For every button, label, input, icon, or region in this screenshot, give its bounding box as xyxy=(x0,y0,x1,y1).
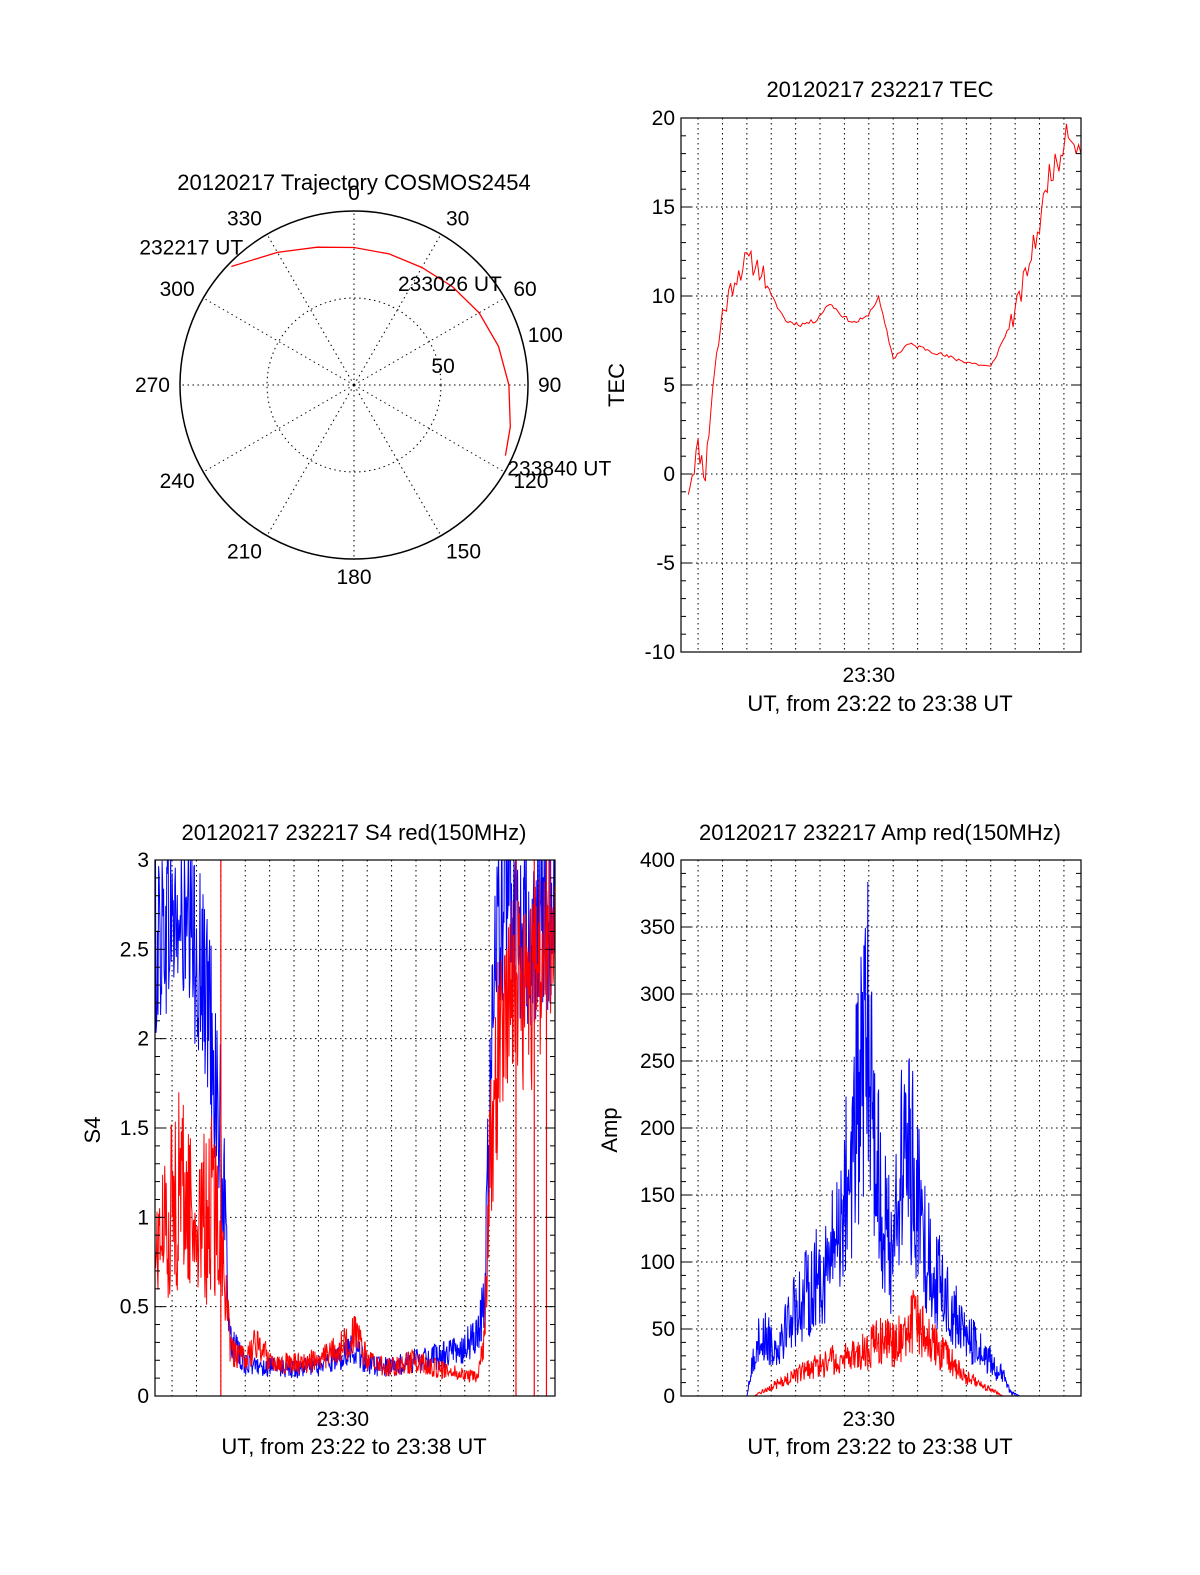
s4-series-line xyxy=(155,860,555,1383)
s4-xlabel: UT, from 23:22 to 23:38 UT xyxy=(221,1434,486,1459)
amp-ytick-label: 400 xyxy=(640,849,675,872)
polar-angle-label: 300 xyxy=(160,278,195,301)
tec-ytick-label: 0 xyxy=(663,463,675,486)
polar-angle-label: 240 xyxy=(160,470,195,493)
amp-ytick-label: 100 xyxy=(640,1251,675,1274)
tec-ytick-label: -5 xyxy=(656,552,675,575)
polar-grid xyxy=(179,210,529,560)
amp-grid xyxy=(681,859,1081,1397)
polar-angle-label: 30 xyxy=(446,208,469,231)
polar-angle-label: 210 xyxy=(227,540,262,563)
polar-annotation: 233026 UT xyxy=(398,273,502,296)
polar-angle-label: 120 xyxy=(513,470,548,493)
tec-ytick-label: 15 xyxy=(652,196,675,219)
polar-angle-label: 330 xyxy=(227,208,262,231)
tec-y-ticks: -10 -5 0 5 10 15 20 xyxy=(645,107,1081,664)
polar-angle-label: 270 xyxy=(135,374,170,397)
polar-annotation: 232217 UT xyxy=(139,237,243,260)
s4-ytick-label: 0 xyxy=(137,1385,149,1408)
polar-radius-label: 50 xyxy=(431,355,454,378)
tec-panel: 20120217 232217 TEC TEC UT, from 23:22 t… xyxy=(604,77,1082,716)
s4-ytick-label: 0.5 xyxy=(120,1296,149,1319)
polar-radius-labels: 50 100 xyxy=(431,324,562,378)
amp-ytick-label: 350 xyxy=(640,916,675,939)
s4-series-line xyxy=(155,860,555,1379)
s4-ytick-label: 1.5 xyxy=(120,1117,149,1140)
polar-angle-label: 0 xyxy=(348,182,360,205)
tec-ytick-label: 10 xyxy=(652,285,675,308)
amp-xlabel: UT, from 23:22 to 23:38 UT xyxy=(747,1434,1012,1459)
amp-panel: 20120217 232217 Amp red(150MHz) Amp UT, … xyxy=(597,820,1082,1459)
amp-ytick-label: 250 xyxy=(640,1050,675,1073)
amp-series-line xyxy=(681,881,1081,1396)
polar-angle-label: 90 xyxy=(538,374,561,397)
tec-series-line xyxy=(687,123,1081,495)
polar-annotation: 233840 UT xyxy=(507,458,611,481)
s4-ytick-label: 2.5 xyxy=(120,938,149,961)
amp-ytick-label: 200 xyxy=(640,1117,675,1140)
amp-title: 20120217 232217 Amp red(150MHz) xyxy=(699,820,1061,845)
polar-spoke xyxy=(353,384,442,536)
polar-spoke xyxy=(353,234,442,386)
tec-ytick-label: 5 xyxy=(663,374,675,397)
polar-outer-ring xyxy=(179,210,529,560)
polar-spoke xyxy=(203,297,355,386)
polar-annotations: 232217 UT 233026 UT 233840 UT xyxy=(139,237,611,481)
s4-ylabel: S4 xyxy=(80,1117,105,1144)
amp-ytick-label: 0 xyxy=(663,1385,675,1408)
tec-series-group xyxy=(687,123,1081,495)
amp-series-group xyxy=(681,881,1081,1396)
tec-ytick-label: 20 xyxy=(652,107,675,130)
s4-xtick-label: 23:30 xyxy=(317,1408,370,1431)
polar-trajectory-panel: 20120217 Trajectory COSMOS2454 0 30 60 90 12… xyxy=(135,170,612,589)
s4-panel: 20120217 232217 S4 red(150MHz) S4 UT, fr… xyxy=(80,820,556,1459)
s4-title: 20120217 232217 S4 red(150MHz) xyxy=(182,820,527,845)
polar-radius-label: 100 xyxy=(528,324,563,347)
amp-ytick-label: 50 xyxy=(652,1318,675,1341)
amp-ytick-label: 300 xyxy=(640,983,675,1006)
polar-angle-labels: 0 30 60 90 120 150 180 210 240 270 300 330 xyxy=(135,182,561,589)
amp-ylabel: Amp xyxy=(597,1107,622,1152)
amp-xtick-label: 23:30 xyxy=(843,1408,896,1431)
amp-series-line xyxy=(681,1289,1081,1396)
polar-title: 20120217 Trajectory COSMOS2454 xyxy=(177,170,530,195)
tec-ytick-label: -10 xyxy=(645,641,675,664)
polar-angle-label: 180 xyxy=(336,566,371,589)
polar-trajectory-path xyxy=(231,246,511,456)
polar-angle-label: 60 xyxy=(513,278,536,301)
tec-grid xyxy=(681,117,1081,653)
polar-angle-label: 150 xyxy=(446,540,481,563)
polar-trajectory-line xyxy=(231,246,511,456)
tec-xlabel: UT, from 23:22 to 23:38 UT xyxy=(747,691,1012,716)
polar-spoke xyxy=(203,384,355,473)
s4-y-ticks: 0 0.5 1 1.5 2 2.5 3 xyxy=(120,849,555,1408)
tec-xtick-label: 23:30 xyxy=(843,664,896,687)
s4-series-group xyxy=(155,860,555,1396)
polar-spoke xyxy=(266,384,355,536)
s4-ytick-label: 2 xyxy=(137,1028,149,1051)
tec-ylabel: TEC xyxy=(604,363,629,407)
polar-spoke xyxy=(266,234,355,386)
s4-ytick-label: 3 xyxy=(137,849,149,872)
amp-y-ticks: 0 50 100 150 200 250 300 350 400 xyxy=(640,849,1081,1408)
tec-title: 20120217 232217 TEC xyxy=(766,77,993,102)
s4-ytick-label: 1 xyxy=(137,1206,149,1229)
amp-ytick-label: 150 xyxy=(640,1184,675,1207)
polar-spoke xyxy=(353,384,505,473)
polar-ring-50 xyxy=(266,297,442,473)
